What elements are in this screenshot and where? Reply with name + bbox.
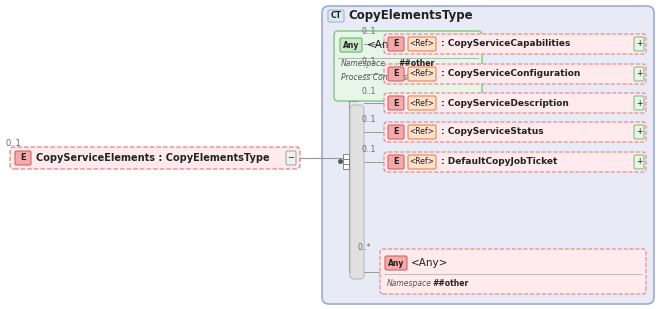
FancyBboxPatch shape (15, 151, 31, 165)
Text: Namespace: Namespace (341, 60, 386, 69)
Text: 0..*: 0..* (358, 243, 372, 252)
FancyBboxPatch shape (388, 67, 404, 81)
FancyBboxPatch shape (350, 105, 364, 279)
FancyBboxPatch shape (384, 122, 646, 142)
Text: +: + (636, 40, 642, 49)
FancyBboxPatch shape (634, 155, 644, 169)
Text: 0..1: 0..1 (362, 116, 376, 125)
Text: : CopyServiceCapabilities: : CopyServiceCapabilities (441, 40, 570, 49)
Text: Namespace: Namespace (387, 280, 432, 289)
FancyBboxPatch shape (634, 125, 644, 139)
Text: : CopyServiceConfiguration: : CopyServiceConfiguration (441, 70, 580, 78)
Text: E: E (393, 158, 399, 167)
FancyBboxPatch shape (408, 155, 436, 169)
FancyBboxPatch shape (634, 96, 644, 110)
Text: CopyServiceElements : CopyElementsType: CopyServiceElements : CopyElementsType (36, 153, 270, 163)
Text: <Any>: <Any> (411, 258, 448, 268)
FancyBboxPatch shape (343, 154, 349, 159)
Text: Any: Any (343, 40, 359, 49)
FancyBboxPatch shape (408, 96, 436, 110)
Text: E: E (393, 99, 399, 108)
FancyBboxPatch shape (634, 67, 644, 81)
Text: 0..1: 0..1 (5, 138, 20, 147)
FancyBboxPatch shape (388, 96, 404, 110)
Text: 0..1: 0..1 (362, 87, 376, 95)
Text: CopyElementsType: CopyElementsType (348, 10, 473, 23)
Text: E: E (393, 40, 399, 49)
Text: <Ref>: <Ref> (410, 158, 434, 167)
Text: 0..1: 0..1 (362, 57, 376, 66)
Text: <Ref>: <Ref> (410, 70, 434, 78)
Text: −: − (288, 154, 294, 163)
Text: +: + (636, 128, 642, 137)
Text: +: + (636, 99, 642, 108)
FancyBboxPatch shape (322, 6, 654, 304)
Text: <Ref>: <Ref> (410, 128, 434, 137)
FancyBboxPatch shape (286, 151, 296, 165)
FancyBboxPatch shape (634, 37, 644, 51)
Text: Lax: Lax (406, 74, 421, 83)
Text: Any: Any (388, 259, 404, 268)
FancyBboxPatch shape (388, 37, 404, 51)
Text: <Any>: <Any> (367, 40, 405, 50)
FancyBboxPatch shape (384, 64, 646, 84)
Text: CT: CT (331, 11, 341, 20)
FancyBboxPatch shape (384, 152, 646, 172)
FancyBboxPatch shape (385, 256, 407, 270)
Text: +: + (636, 158, 642, 167)
Text: E: E (393, 128, 399, 137)
FancyBboxPatch shape (408, 67, 436, 81)
FancyBboxPatch shape (334, 31, 482, 101)
Text: E: E (393, 70, 399, 78)
FancyBboxPatch shape (343, 164, 349, 169)
FancyBboxPatch shape (384, 93, 646, 113)
Text: +: + (636, 70, 642, 78)
Text: : CopyServiceDescription: : CopyServiceDescription (441, 99, 569, 108)
Text: E: E (20, 154, 26, 163)
Text: ##other: ##other (398, 60, 434, 69)
Text: Process Contents: Process Contents (341, 74, 407, 83)
Text: 0..1: 0..1 (362, 28, 376, 36)
Text: 0..1: 0..1 (362, 146, 376, 154)
FancyBboxPatch shape (388, 155, 404, 169)
Text: <Ref>: <Ref> (410, 99, 434, 108)
FancyBboxPatch shape (408, 125, 436, 139)
Text: : CopyServiceStatus: : CopyServiceStatus (441, 128, 544, 137)
Text: : DefaultCopyJobTicket: : DefaultCopyJobTicket (441, 158, 558, 167)
FancyBboxPatch shape (328, 10, 344, 22)
FancyBboxPatch shape (10, 147, 300, 169)
FancyBboxPatch shape (380, 249, 646, 294)
FancyBboxPatch shape (388, 125, 404, 139)
FancyBboxPatch shape (343, 159, 349, 164)
Text: ##other: ##other (432, 280, 468, 289)
FancyBboxPatch shape (384, 34, 646, 54)
FancyBboxPatch shape (340, 38, 362, 52)
FancyBboxPatch shape (408, 37, 436, 51)
Text: <Ref>: <Ref> (410, 40, 434, 49)
